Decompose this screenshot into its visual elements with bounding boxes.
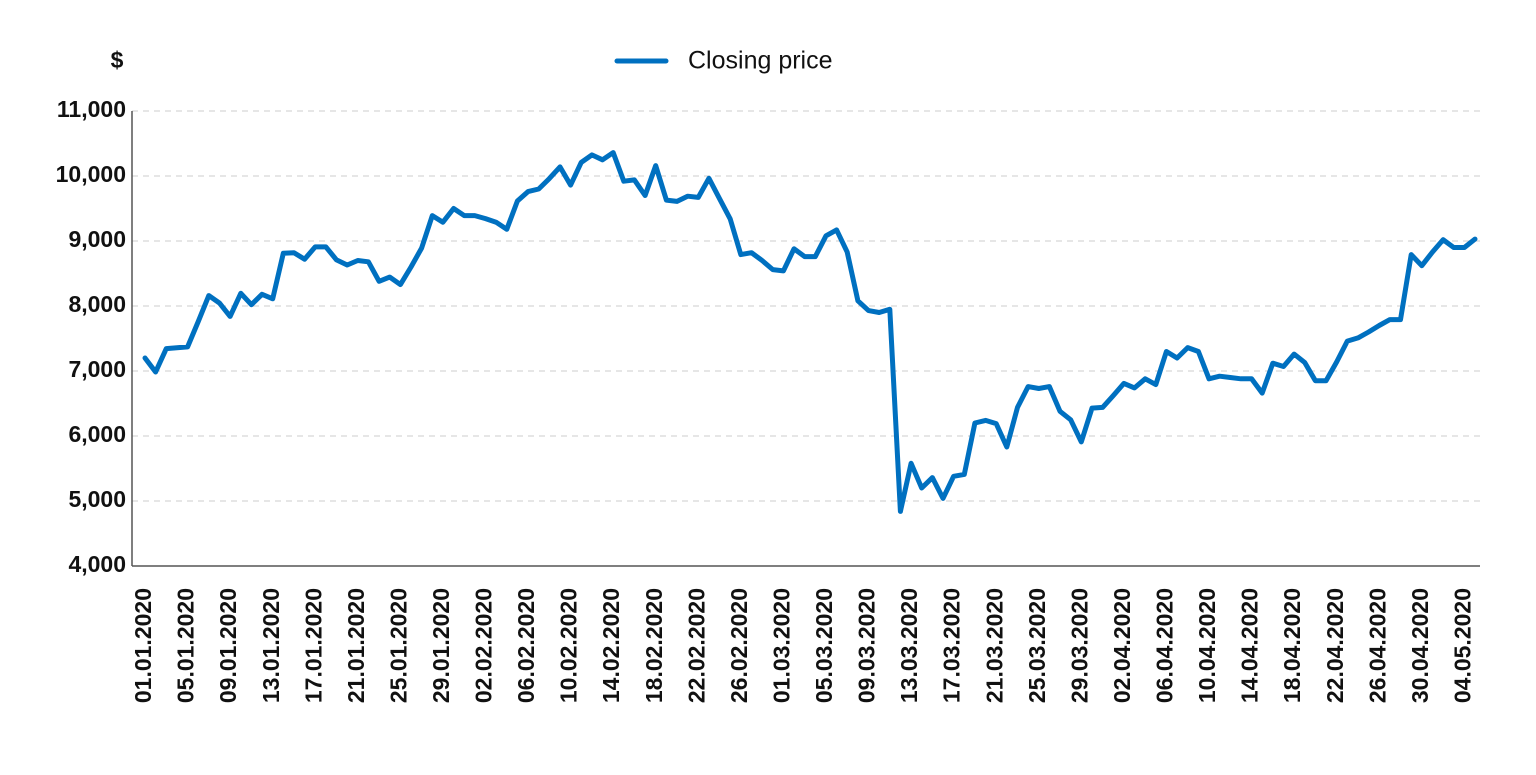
price-line <box>142 150 1478 514</box>
x-tick-label: 29.01.2020 <box>428 588 454 703</box>
x-tick-label: 04.05.2020 <box>1449 588 1475 703</box>
x-tick-label: 13.01.2020 <box>258 588 284 703</box>
x-tick-label: 29.03.2020 <box>1066 588 1092 703</box>
x-tick-label: 22.04.2020 <box>1322 588 1348 703</box>
x-tick-label: 26.04.2020 <box>1364 588 1390 703</box>
x-tick-label: 05.03.2020 <box>811 588 837 703</box>
x-tick-label: 09.01.2020 <box>215 588 241 703</box>
y-axis-label: $ <box>111 47 124 73</box>
x-tick-label: 22.02.2020 <box>683 588 709 703</box>
y-tick-label: 10,000 <box>56 161 126 187</box>
x-tick-label: 25.03.2020 <box>1024 588 1050 703</box>
y-tick-label: 4,000 <box>68 551 126 577</box>
x-tick-label: 18.04.2020 <box>1279 588 1305 703</box>
y-tick-label: 6,000 <box>68 421 126 447</box>
x-tick-label: 02.04.2020 <box>1109 588 1135 703</box>
legend-label: Closing price <box>688 47 833 75</box>
y-tick-label: 11,000 <box>57 96 126 122</box>
x-tick-label: 06.02.2020 <box>513 588 539 703</box>
x-tick-label: 14.04.2020 <box>1237 588 1263 703</box>
x-tick-label: 21.01.2020 <box>343 588 369 703</box>
y-tick-label: 8,000 <box>68 291 126 317</box>
x-tick-label: 18.02.2020 <box>641 588 667 703</box>
x-tick-label: 13.03.2020 <box>896 588 922 703</box>
x-tick-label: 26.02.2020 <box>726 588 752 703</box>
x-tick-label: 21.03.2020 <box>981 588 1007 703</box>
x-tick-label: 10.02.2020 <box>556 588 582 703</box>
x-tick-label: 01.03.2020 <box>768 588 794 703</box>
x-tick-label: 09.03.2020 <box>854 588 880 703</box>
x-tick-label: 01.01.2020 <box>130 588 156 703</box>
x-tick-label: 05.01.2020 <box>173 588 199 703</box>
y-tick-label: 5,000 <box>68 486 126 512</box>
x-tick-label: 02.02.2020 <box>471 588 497 703</box>
x-tick-label: 10.04.2020 <box>1194 588 1220 703</box>
x-tick-label: 17.01.2020 <box>300 588 326 703</box>
y-tick-label: 9,000 <box>68 226 126 252</box>
x-tick-label: 14.02.2020 <box>598 588 624 703</box>
x-tick-label: 06.04.2020 <box>1152 588 1178 703</box>
x-tick-label: 25.01.2020 <box>385 588 411 703</box>
x-tick-label: 30.04.2020 <box>1407 588 1433 703</box>
y-tick-label: 7,000 <box>68 356 126 382</box>
x-tick-label: 17.03.2020 <box>939 588 965 703</box>
